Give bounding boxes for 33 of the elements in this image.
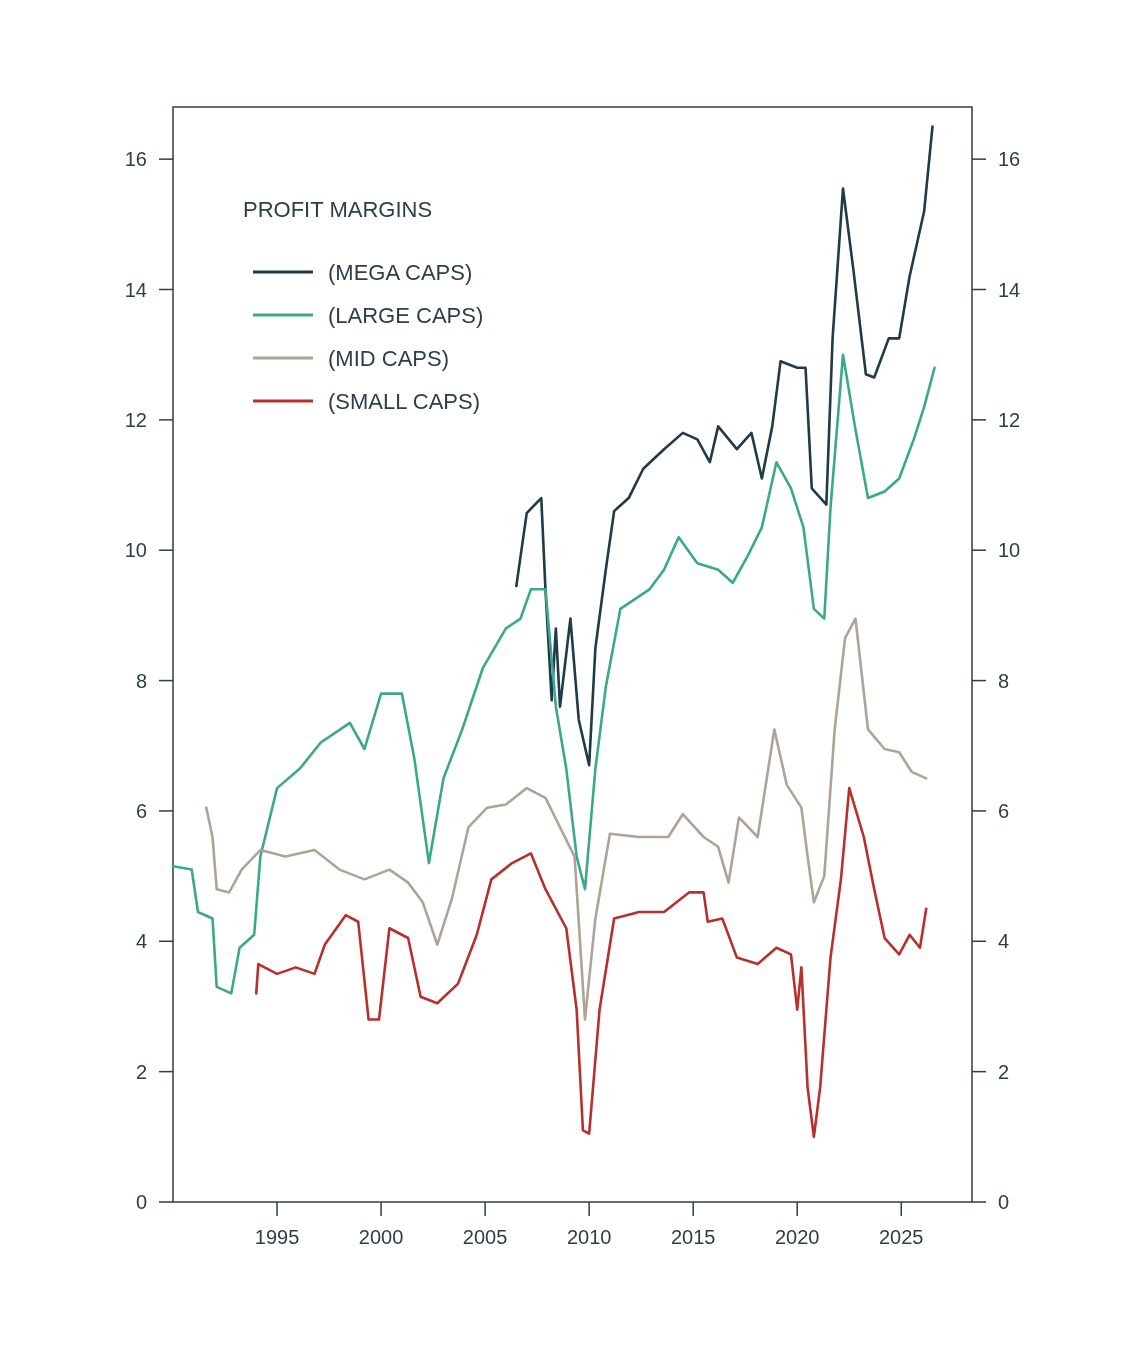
x-tick-label: 2025 — [879, 1226, 924, 1248]
x-tick-label: 2005 — [462, 1226, 508, 1248]
legend-label: (SMALL CAPS) — [328, 388, 481, 414]
x-tick-label: 2010 — [566, 1226, 612, 1248]
y2-tick-label: 8 — [998, 669, 1010, 692]
y2-tick-label: 16 — [998, 148, 1021, 171]
legend-label: (LARGE CAPS) — [328, 302, 484, 328]
line-series — [515, 125, 934, 767]
x-tick-label: 2015 — [670, 1226, 716, 1248]
y-tick-label: 14 — [124, 278, 147, 301]
legend-title: PROFIT MARGINS — [243, 197, 433, 222]
y-tick-label: 0 — [135, 1191, 147, 1213]
y2-tick-label: 14 — [998, 278, 1021, 301]
y-tick-label: 8 — [135, 669, 147, 692]
y2-tick-label: 12 — [998, 408, 1021, 431]
line-series — [254, 786, 928, 1139]
y2-tick-label: 2 — [998, 1060, 1010, 1083]
y2-tick-label: 6 — [998, 799, 1010, 822]
x-tick-label: 1995 — [254, 1226, 300, 1248]
y-tick-label: 10 — [124, 539, 147, 562]
y2-tick-label: 0 — [998, 1191, 1010, 1213]
y2-tick-label: 10 — [998, 539, 1021, 562]
y-tick-label: 12 — [124, 408, 147, 431]
y-tick-label: 6 — [135, 799, 147, 822]
y-tick-label: 2 — [135, 1060, 147, 1083]
y-tick-label: 16 — [124, 148, 147, 171]
x-tick-label: 2020 — [774, 1226, 820, 1248]
legend-label: (MEGA CAPS) — [328, 259, 473, 285]
y-tick-label: 4 — [135, 930, 147, 953]
line-series — [204, 617, 928, 1021]
legend-label: (MID CAPS) — [328, 345, 449, 371]
x-tick-label: 2000 — [358, 1226, 404, 1248]
y2-tick-label: 4 — [998, 930, 1010, 953]
